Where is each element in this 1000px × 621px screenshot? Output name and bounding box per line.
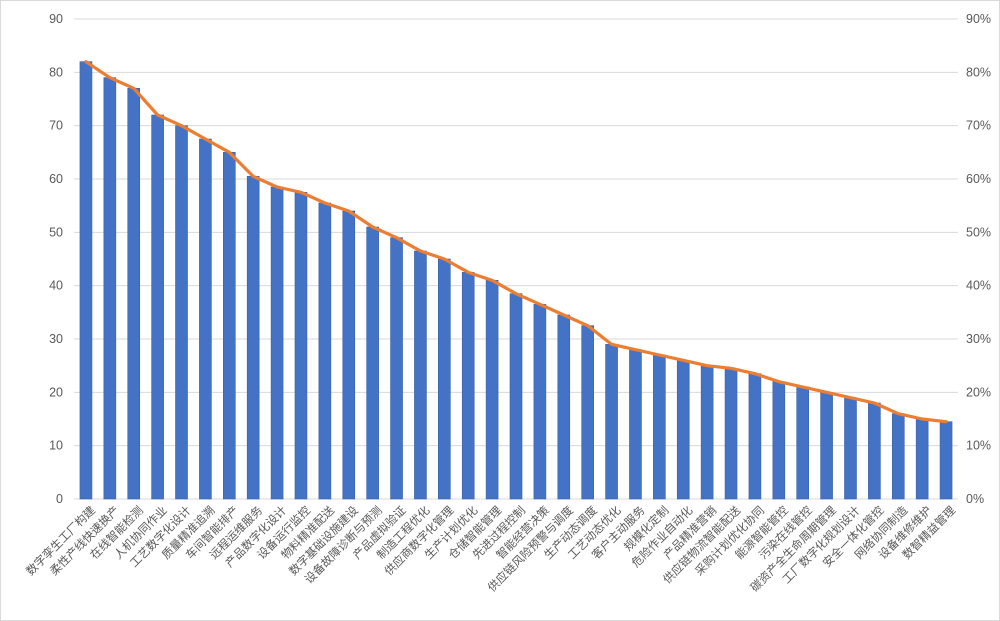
bar xyxy=(724,368,738,500)
y-axis-tick-right: 90% xyxy=(966,12,991,26)
y-axis-tick-right: 30% xyxy=(966,332,991,346)
y-axis-tick-right: 10% xyxy=(966,439,991,453)
y-axis-tick-left: 40 xyxy=(49,279,63,293)
y-axis-tick-right: 50% xyxy=(966,225,991,239)
bar xyxy=(127,88,141,500)
y-axis-tick-right: 0% xyxy=(966,492,984,506)
bar xyxy=(390,237,403,500)
bar xyxy=(844,397,857,500)
y-axis-tick-left: 80 xyxy=(49,65,63,79)
y-axis-tick-left: 30 xyxy=(49,332,63,346)
y-axis-tick-right: 60% xyxy=(966,172,991,186)
line-series xyxy=(84,60,948,424)
y-axis-tick-left: 20 xyxy=(49,385,63,399)
bar xyxy=(676,360,690,500)
bar xyxy=(175,125,188,500)
bar xyxy=(509,293,523,500)
y-axis-tick-right: 20% xyxy=(966,385,991,399)
bar xyxy=(151,114,164,500)
y-axis-tick-left: 50 xyxy=(49,225,63,239)
bar xyxy=(103,77,117,500)
y-axis-tick-right: 80% xyxy=(966,65,991,79)
y-axis-tick-right: 40% xyxy=(966,279,991,293)
y-axis-tick-left: 60 xyxy=(49,172,63,186)
bar xyxy=(79,61,93,500)
bar xyxy=(270,186,284,500)
bar xyxy=(772,381,786,500)
bar xyxy=(653,354,666,500)
y-axis-tick-left: 0 xyxy=(56,492,63,506)
bar xyxy=(915,418,929,500)
bar xyxy=(796,386,810,500)
bar xyxy=(342,210,356,500)
bar xyxy=(605,344,618,500)
y-axis-tick-left: 10 xyxy=(49,439,63,453)
bar xyxy=(318,202,332,500)
bar xyxy=(414,250,427,500)
bar xyxy=(222,152,236,500)
bar xyxy=(485,280,499,500)
y-axis-tick-right: 70% xyxy=(966,119,991,133)
bar xyxy=(366,226,379,500)
bar xyxy=(461,272,475,500)
bar xyxy=(748,373,762,500)
bar xyxy=(294,192,308,500)
bar xyxy=(629,349,642,500)
bar xyxy=(246,176,260,500)
bar xyxy=(700,365,714,500)
bar xyxy=(820,392,833,500)
bar xyxy=(557,314,571,500)
bar xyxy=(868,402,881,500)
y-axis-tick-left: 90 xyxy=(49,12,63,26)
bar xyxy=(581,325,594,500)
bar xyxy=(891,413,905,500)
bar xyxy=(438,258,451,500)
y-axis-tick-left: 70 xyxy=(49,119,63,133)
bar xyxy=(939,421,953,500)
bar xyxy=(533,304,547,500)
bar xyxy=(199,138,212,500)
